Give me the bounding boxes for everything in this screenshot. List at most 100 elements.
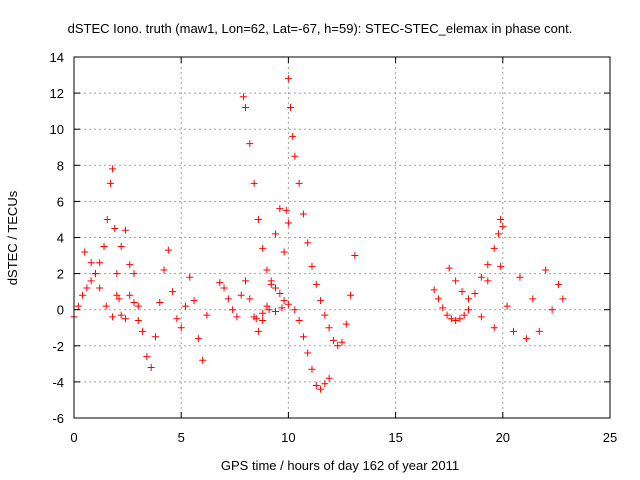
data-point: [96, 259, 104, 267]
data-point: [246, 140, 254, 148]
y-tick-label: -2: [52, 339, 64, 354]
x-tick-label: 15: [388, 430, 402, 445]
data-point: [497, 215, 505, 223]
data-point: [477, 313, 485, 321]
data-point: [522, 335, 530, 343]
data-point: [284, 300, 292, 308]
data-point: [464, 295, 472, 303]
data-point: [299, 210, 307, 218]
data-point: [265, 306, 273, 314]
data-point: [555, 280, 563, 288]
x-tick-label: 10: [281, 430, 295, 445]
data-point: [83, 284, 91, 292]
data-point: [81, 248, 89, 256]
axes: 0 5 10 15 20 25 -6 -4 -2 0 2 4 6 8 10 12 14: [50, 50, 618, 445]
data-point: [464, 306, 472, 314]
data-point: [254, 215, 262, 223]
x-tick-label: 20: [496, 430, 510, 445]
data-point: [263, 266, 271, 274]
data-point: [250, 179, 258, 187]
data-point: [278, 304, 286, 312]
data-point: [103, 215, 111, 223]
data-point: [272, 284, 280, 292]
data-point: [276, 205, 284, 213]
data-point: [263, 302, 271, 310]
data-point: [259, 309, 267, 317]
data-point: [443, 311, 451, 319]
data-point: [321, 380, 329, 388]
data-point: [111, 224, 119, 232]
data-point: [96, 284, 104, 292]
y-tick-label: 14: [50, 50, 64, 65]
y-tick-label: 12: [50, 86, 64, 101]
data-point: [173, 315, 181, 323]
data-point: [452, 277, 460, 285]
data-point: [484, 277, 492, 285]
y-tick-label: 6: [57, 194, 64, 209]
data-point: [325, 374, 333, 382]
data-point: [559, 295, 567, 303]
data-point: [130, 270, 138, 278]
data-point: [117, 243, 125, 251]
data-point: [295, 179, 303, 187]
data-point: [312, 382, 320, 390]
data-point: [342, 320, 350, 328]
grid: [74, 57, 610, 418]
data-point: [477, 273, 485, 281]
data-point: [495, 230, 503, 238]
data-point: [516, 273, 524, 281]
data-point: [289, 132, 297, 140]
data-point: [499, 223, 507, 231]
data-point: [503, 302, 511, 310]
data-point: [458, 288, 466, 296]
data-point: [134, 302, 142, 310]
data-point: [252, 315, 260, 323]
data-point: [299, 333, 307, 341]
data-point: [347, 291, 355, 299]
data-point: [91, 270, 99, 278]
y-tick-label: -4: [52, 375, 64, 390]
data-point: [115, 295, 123, 303]
data-point: [194, 335, 202, 343]
x-tick-label: 25: [603, 430, 617, 445]
data-point: [535, 327, 543, 335]
data-points: [70, 75, 567, 393]
y-axis-label: dSTEC / TECUs: [5, 190, 20, 285]
data-point: [447, 315, 455, 323]
data-point: [272, 230, 280, 238]
data-point: [130, 298, 138, 306]
data-point: [134, 317, 142, 325]
data-point: [242, 277, 250, 285]
data-point: [113, 291, 121, 299]
data-point: [497, 262, 505, 270]
data-point: [351, 252, 359, 260]
data-point: [434, 295, 442, 303]
data-point: [308, 262, 316, 270]
data-point: [445, 264, 453, 272]
data-point: [272, 308, 280, 316]
data-point: [102, 302, 110, 310]
data-point: [291, 306, 299, 314]
data-point: [287, 104, 295, 112]
data-point: [308, 365, 316, 373]
data-point: [548, 306, 556, 314]
data-point: [280, 297, 288, 305]
data-point: [100, 243, 108, 251]
y-tick-label: -6: [52, 411, 64, 426]
data-point: [220, 284, 228, 292]
data-point: [325, 324, 333, 332]
data-point: [121, 226, 129, 234]
data-point: [510, 327, 518, 335]
data-point: [452, 317, 460, 325]
data-point: [338, 338, 346, 346]
data-point: [79, 291, 87, 299]
chart-title: dSTEC Iono. truth (maw1, Lon=62, Lat=-67…: [68, 21, 573, 36]
data-point: [282, 206, 290, 214]
data-point: [216, 279, 224, 287]
data-point: [237, 291, 245, 299]
data-point: [471, 289, 479, 297]
data-point: [177, 324, 185, 332]
data-point: [456, 315, 464, 323]
y-tick-label: 2: [57, 267, 64, 282]
